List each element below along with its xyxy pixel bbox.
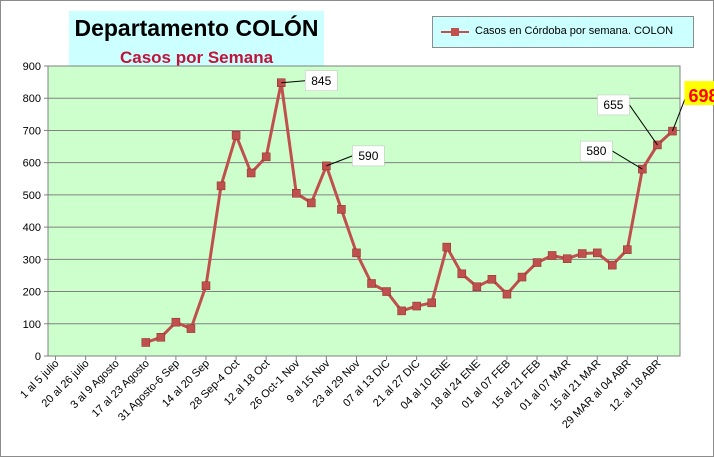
data-label: 580 bbox=[586, 144, 606, 158]
chart-subtitle: Casos por Semana bbox=[119, 48, 274, 67]
data-label: 845 bbox=[311, 74, 331, 88]
callout-box bbox=[352, 145, 385, 167]
data-point bbox=[292, 189, 301, 198]
y-tick-label: 700 bbox=[23, 125, 41, 137]
callout-box bbox=[580, 140, 613, 162]
data-point bbox=[517, 272, 527, 282]
data-point bbox=[668, 126, 677, 136]
data-point bbox=[577, 249, 587, 258]
callout-leader bbox=[612, 150, 643, 170]
legend-entry-label: Casos en Córdoba por semana. COLON bbox=[475, 25, 674, 37]
data-point bbox=[367, 279, 376, 288]
data-point bbox=[487, 275, 497, 284]
data-point bbox=[472, 282, 482, 291]
y-tick-label: 200 bbox=[23, 287, 41, 299]
data-point bbox=[562, 254, 572, 263]
legend-marker-swatch bbox=[451, 28, 459, 36]
data-point bbox=[427, 298, 436, 308]
data-point bbox=[307, 198, 316, 208]
data-point bbox=[337, 205, 346, 214]
callout-leader bbox=[629, 104, 658, 146]
legend: Casos en Córdoba por semana. COLON bbox=[432, 16, 694, 48]
data-point bbox=[623, 245, 632, 254]
data-point bbox=[261, 152, 271, 162]
data-label: 698 bbox=[688, 86, 714, 106]
data-point bbox=[397, 306, 406, 316]
data-point bbox=[156, 333, 166, 342]
y-tick-label: 100 bbox=[23, 319, 41, 331]
plot-area bbox=[47, 65, 681, 357]
y-tick-label: 600 bbox=[23, 158, 41, 170]
data-point bbox=[382, 287, 391, 296]
title-box: Departamento COLÓN Casos por Semana bbox=[69, 11, 324, 72]
y-tick-label: 500 bbox=[23, 190, 41, 202]
data-point bbox=[352, 248, 361, 258]
data-point bbox=[141, 338, 151, 347]
chart-title: Departamento COLÓN bbox=[74, 15, 319, 41]
data-point bbox=[171, 317, 181, 327]
y-tick-label: 0 bbox=[35, 351, 41, 363]
callout-leader bbox=[672, 94, 687, 132]
data-point bbox=[412, 301, 421, 311]
data-point bbox=[216, 181, 226, 191]
data-point bbox=[608, 260, 617, 270]
data-label: 655 bbox=[603, 98, 623, 112]
data-point bbox=[201, 281, 211, 291]
data-label: 590 bbox=[358, 149, 378, 163]
callout-box bbox=[597, 94, 630, 116]
data-point bbox=[246, 168, 256, 178]
callout-highlight-box bbox=[684, 81, 714, 106]
data-point bbox=[592, 248, 602, 258]
y-tick-label: 400 bbox=[23, 222, 41, 234]
data-point bbox=[457, 269, 467, 279]
data-point bbox=[532, 258, 542, 267]
y-tick-label: 900 bbox=[23, 61, 41, 73]
callout-box bbox=[304, 70, 338, 92]
y-tick-label: 800 bbox=[23, 93, 41, 105]
data-point bbox=[442, 242, 452, 252]
y-tick-label: 300 bbox=[23, 254, 41, 266]
data-point bbox=[502, 289, 512, 299]
data-point bbox=[231, 131, 241, 140]
data-point bbox=[547, 251, 557, 260]
data-point bbox=[186, 324, 196, 333]
callout-leader bbox=[326, 155, 353, 167]
callout-leader bbox=[281, 80, 306, 84]
